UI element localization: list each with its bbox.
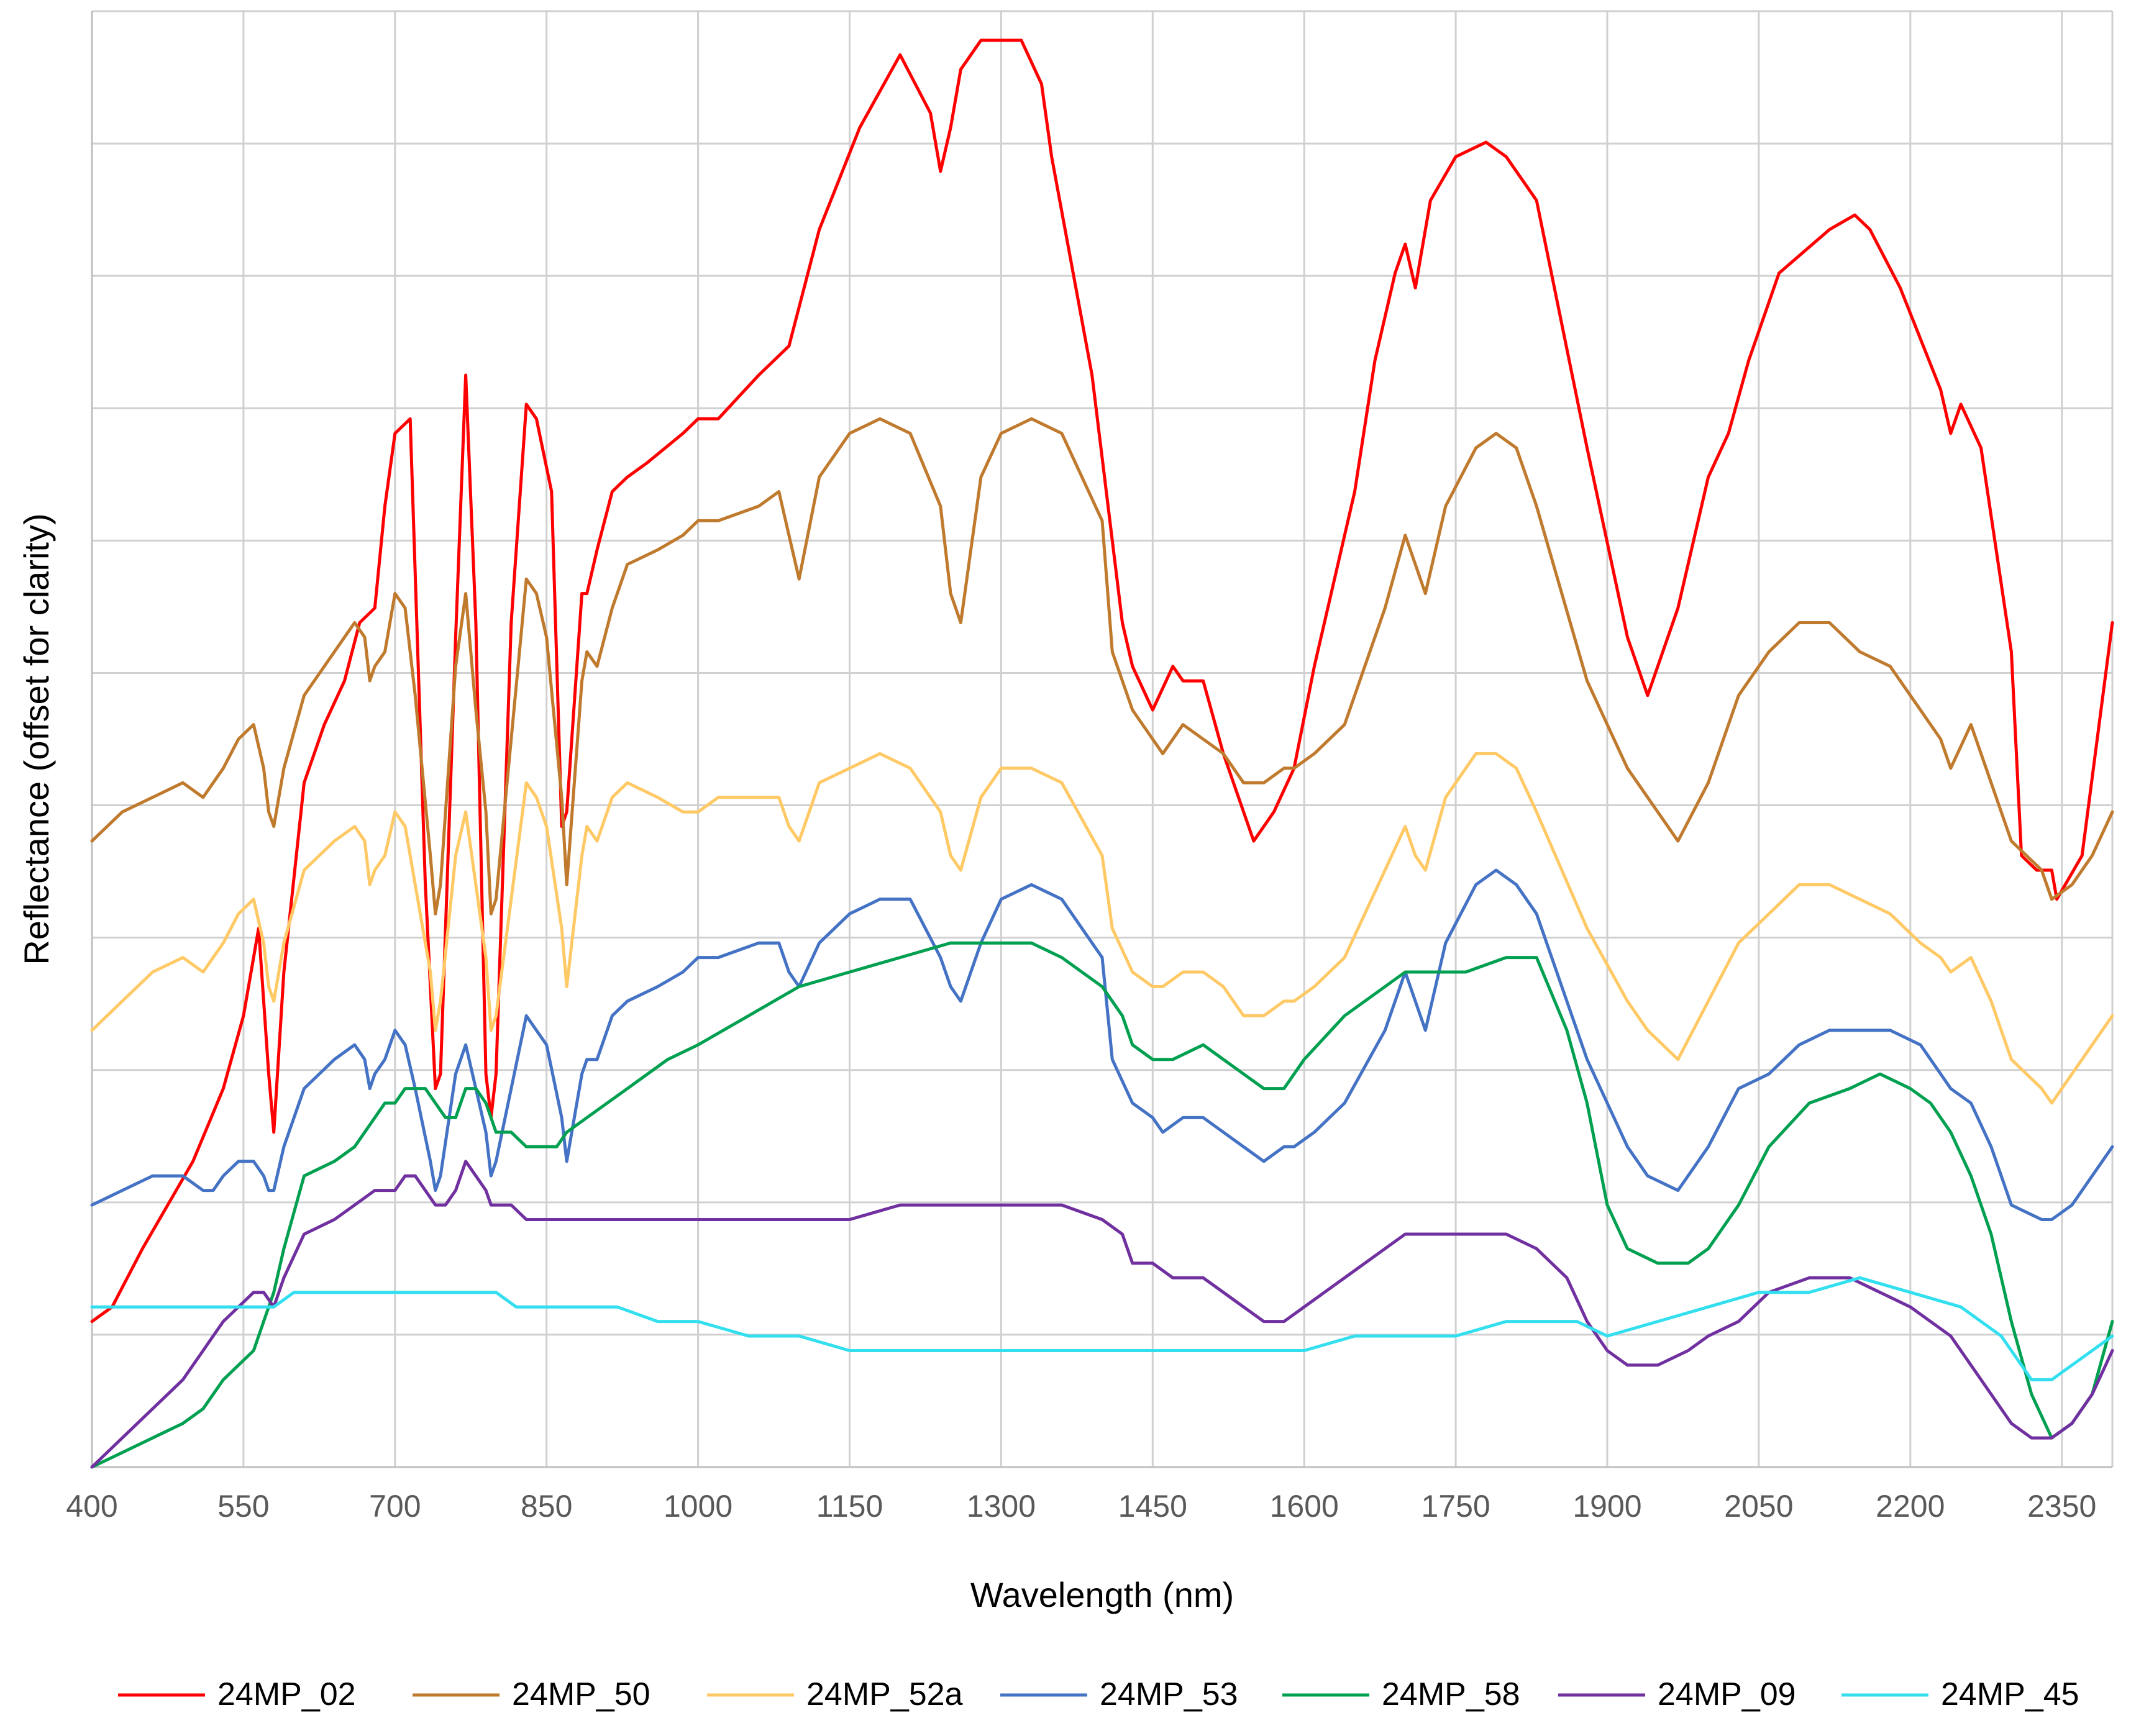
x-tick-label: 1750	[1421, 1489, 1490, 1524]
x-tick-label: 1150	[816, 1489, 883, 1524]
legend-item-24MP_02: 24MP_02	[118, 1676, 356, 1712]
x-tick-label: 400	[66, 1489, 117, 1524]
y-axis-title: Reflectance (offset for clarity)	[17, 513, 56, 965]
legend-label: 24MP_02	[217, 1676, 356, 1712]
x-tick-label: 850	[521, 1489, 572, 1524]
series-line-24MP_52a	[90, 752, 2114, 1105]
x-tick-label: 1450	[1118, 1489, 1187, 1524]
legend-label: 24MP_53	[1100, 1676, 1238, 1712]
legend-item-24MP_45: 24MP_45	[1841, 1676, 2079, 1712]
legend-item-24MP_50: 24MP_50	[413, 1676, 650, 1712]
series-line-24MP_50	[90, 417, 2114, 916]
legend: 24MP_02 24MP_50 24MP_52a 24MP_53 24MP_58 24MP…	[118, 1676, 2079, 1712]
legend-item-24MP_53: 24MP_53	[1000, 1676, 1238, 1712]
horizontal-gridlines	[92, 10, 2112, 1336]
series-line-24MP_02	[90, 39, 2114, 1324]
x-tick-label: 2050	[1724, 1489, 1793, 1524]
x-tick-label: 1900	[1572, 1489, 1641, 1524]
legend-label: 24MP_45	[1941, 1676, 2079, 1712]
x-axis-title: Wavelength (nm)	[970, 1575, 1234, 1614]
x-tick-labels: 400 550 700 850 1000 1150 1300 1450 1600 1750 1900…	[66, 1489, 2096, 1524]
series-line-24MP_53	[90, 868, 2114, 1221]
series-line-24MP_09	[90, 1160, 2114, 1469]
legend-label: 24MP_58	[1382, 1676, 1520, 1712]
x-tick-label: 2200	[1876, 1489, 1945, 1524]
x-tick-label: 550	[217, 1489, 269, 1524]
legend-item-24MP_52a: 24MP_52a	[707, 1676, 963, 1712]
x-tick-label: 1600	[1270, 1489, 1339, 1524]
series-lines	[90, 39, 2114, 1469]
series-line-24MP_58	[90, 941, 2114, 1469]
legend-label: 24MP_50	[512, 1676, 650, 1712]
series-line-24MP_45	[90, 1276, 2114, 1381]
legend-label: 24MP_09	[1658, 1676, 1796, 1712]
x-tick-label: 1000	[664, 1489, 732, 1524]
legend-item-24MP_58: 24MP_58	[1282, 1676, 1520, 1712]
legend-label: 24MP_52a	[806, 1676, 963, 1712]
legend-item-24MP_09: 24MP_09	[1558, 1676, 1796, 1712]
x-tick-label: 1300	[967, 1489, 1036, 1524]
x-tick-label: 2350	[2027, 1489, 2096, 1524]
x-tick-label: 700	[369, 1489, 421, 1524]
vertical-gridlines	[91, 11, 2114, 1467]
